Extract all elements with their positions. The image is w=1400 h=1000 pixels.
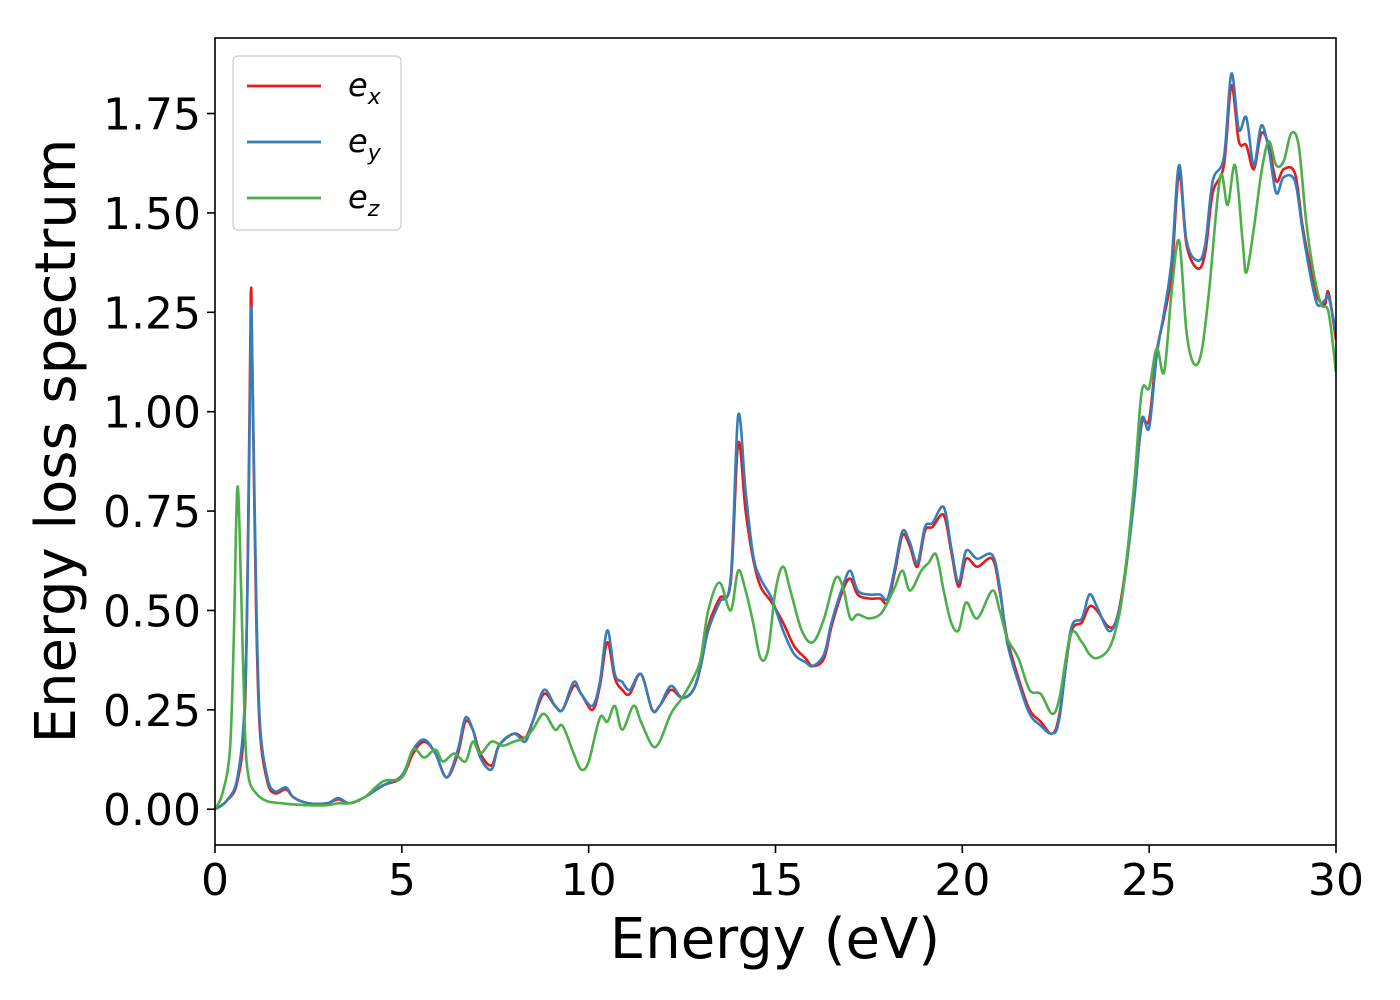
legend-label-base: e (348, 66, 368, 104)
y-tick-label: 0.50 (103, 586, 201, 637)
series-layer (215, 72, 1336, 811)
x-tick-label: 25 (1121, 855, 1177, 906)
legend-label-subscript: y (367, 141, 382, 166)
y-tick-label: 1.75 (103, 90, 201, 141)
y-tick-label: 0.75 (103, 487, 201, 538)
legend-label-base: e (348, 178, 368, 216)
x-tick-label: 5 (388, 855, 416, 906)
legend-label-z: ez (348, 178, 380, 222)
y-tick-label: 1.00 (103, 388, 201, 439)
x-axis: 0 5 10 15 20 25 30 (201, 845, 1364, 906)
y-axis-label: Energy loss spectrum (24, 139, 89, 744)
legend-label-subscript: z (367, 197, 380, 222)
legend-label-y: ey (348, 122, 382, 166)
x-axis-label: Energy (eV) (610, 907, 940, 972)
y-tick-label: 0.25 (103, 686, 201, 737)
x-tick-label: 20 (934, 855, 990, 906)
x-tick-label: 0 (201, 855, 229, 906)
legend-label-x: ex (348, 66, 382, 110)
y-tick-label: 1.25 (103, 288, 201, 339)
legend-label-subscript: x (367, 85, 382, 110)
y-tick-label: 0.00 (103, 785, 201, 836)
y-tick-label: 1.50 (103, 189, 201, 240)
x-tick-label: 15 (748, 855, 804, 906)
x-tick-label: 10 (561, 855, 617, 906)
x-tick-label: 30 (1308, 855, 1364, 906)
legend-label-base: e (348, 122, 368, 160)
y-axis: 0.00 0.25 0.50 0.75 1.00 1.25 1.50 1.75 (103, 90, 215, 836)
series-line-z (215, 130, 1336, 810)
